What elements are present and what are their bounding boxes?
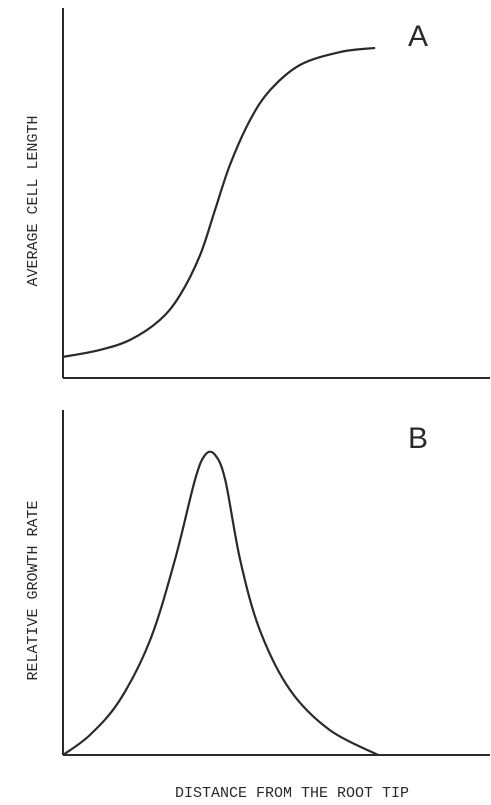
panel-label: A xyxy=(408,20,428,53)
curve xyxy=(62,450,379,756)
curve xyxy=(62,46,376,358)
y-axis-label: RELATIVE GROWTH RATE xyxy=(25,500,42,680)
x-axis-label: DISTANCE FROM THE ROOT TIP xyxy=(175,785,409,802)
panel-label: B xyxy=(408,422,428,455)
y-axis-label: AVERAGE CELL LENGTH xyxy=(25,115,42,286)
